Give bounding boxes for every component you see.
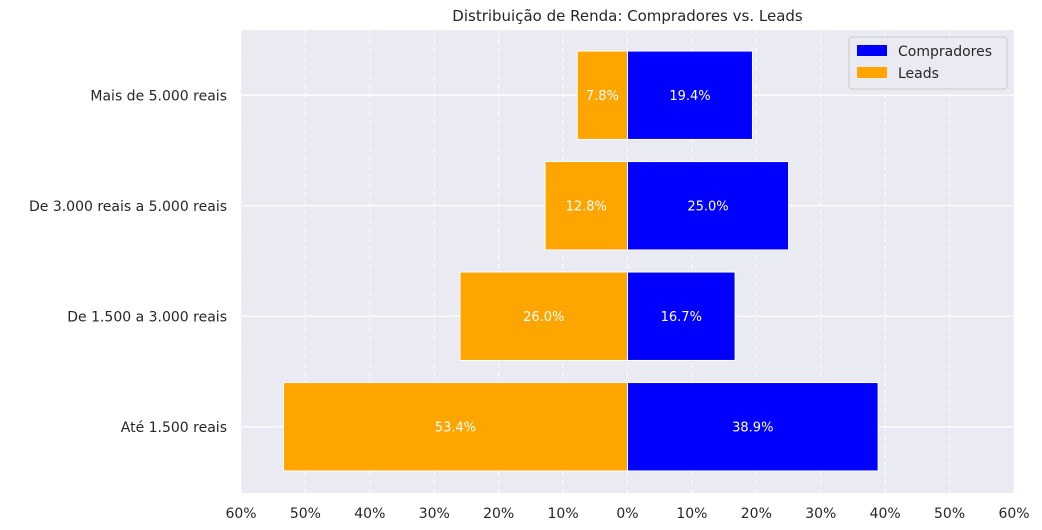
bars <box>283 50 879 472</box>
legend-label-compradores: Compradores <box>898 44 992 60</box>
legend-swatch-leads <box>857 67 887 78</box>
x-tick-labels: 60% 50% 40% 30% 20% 10% 0% 10% 20% 30% 40% 50% 60% <box>225 506 1029 522</box>
bar-value-label: 25.0% <box>687 199 728 214</box>
bar-value-label: 38.9% <box>732 420 773 435</box>
bar-compradores-2 <box>627 161 790 251</box>
bar-value-label: 16.7% <box>661 310 702 325</box>
x-tick-label: 10% <box>548 506 579 522</box>
bar-leads-1 <box>459 271 628 361</box>
bar-value-label: 12.8% <box>566 199 607 214</box>
x-tick-label: 0% <box>616 506 638 522</box>
x-tick-label: 40% <box>354 506 385 522</box>
bar-leads-2 <box>544 161 629 251</box>
y-tick-label: De 1.500 a 3.000 reais <box>67 309 227 325</box>
x-tick-label: 60% <box>225 506 256 522</box>
legend: Compradores Leads <box>848 36 1008 90</box>
y-tick-label: Mais de 5.000 reais <box>90 88 227 104</box>
legend-label-leads: Leads <box>898 66 939 82</box>
bar-value-label: 53.4% <box>435 420 476 435</box>
bar-value-label: 26.0% <box>523 310 564 325</box>
x-tick-label: 10% <box>676 506 707 522</box>
x-tick-label: 50% <box>290 506 321 522</box>
x-tick-label: 50% <box>934 506 965 522</box>
y-tick-label: Até 1.500 reais <box>121 420 227 436</box>
bar-value-label: 19.4% <box>669 89 710 104</box>
bar-compradores-3 <box>627 50 753 140</box>
legend-box <box>848 36 1008 90</box>
x-tick-label: 40% <box>870 506 901 522</box>
x-tick-label: 30% <box>805 506 836 522</box>
x-tick-label: 20% <box>483 506 514 522</box>
bar-leads-3 <box>576 50 629 140</box>
bar-labels: 38.9% 16.7% 25.0% 19.4% 53.4% 26.0% 12.8% 7.8% <box>435 89 774 436</box>
y-tick-label: De 3.000 reais a 5.000 reais <box>29 199 227 215</box>
chart-title: Distribuição de Renda: Compradores vs. L… <box>452 7 803 25</box>
x-tick-label: 60% <box>998 506 1029 522</box>
bar-compradores-1 <box>627 271 736 361</box>
legend-swatch-compradores <box>857 45 887 56</box>
bar-value-label: 7.8% <box>586 89 619 104</box>
x-tick-label: 30% <box>419 506 450 522</box>
y-tick-labels: Até 1.500 reais De 1.500 a 3.000 reais De … <box>29 88 227 436</box>
x-tick-label: 20% <box>741 506 772 522</box>
bar-leads-0 <box>283 382 628 472</box>
